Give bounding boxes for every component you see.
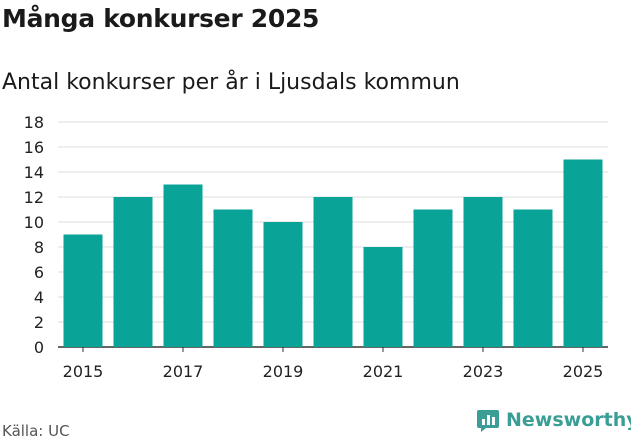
x-tick-label: 2021 [363, 362, 404, 381]
chart-title: Många konkurser 2025 [2, 4, 320, 33]
y-tick-label: 10 [24, 213, 44, 232]
x-tick-label: 2025 [563, 362, 604, 381]
bar-2015 [63, 234, 103, 347]
bar-2018 [213, 209, 253, 347]
bar-2016 [113, 197, 153, 347]
y-tick-label: 6 [34, 263, 44, 282]
bar-2020 [313, 197, 353, 347]
y-tick-label: 16 [24, 138, 44, 157]
bar-2024 [513, 209, 553, 347]
source-note: Källa: UC [2, 422, 70, 440]
x-tick-label: 2019 [263, 362, 304, 381]
bar-2017 [163, 184, 203, 347]
bar-2025 [563, 159, 603, 347]
y-tick-label: 4 [34, 288, 44, 307]
y-tick-label: 18 [24, 113, 44, 132]
bar-chart-logo-icon [477, 410, 499, 432]
y-tick-label: 2 [34, 313, 44, 332]
x-tick-label: 2015 [63, 362, 104, 381]
x-tick-label: 2017 [163, 362, 204, 381]
y-tick-label: 14 [24, 163, 44, 182]
bar-2022 [413, 209, 453, 347]
chart-subtitle: Antal konkurser per år i Ljusdals kommun [2, 70, 460, 95]
x-tick-label: 2023 [463, 362, 504, 381]
bar-2019 [263, 222, 303, 347]
bar-2023 [463, 197, 503, 347]
bar-2021 [363, 247, 403, 347]
y-tick-label: 8 [34, 238, 44, 257]
y-tick-label: 0 [34, 338, 44, 357]
bar-chart: 0 2 4 6 8 10 12 14 16 18 2015 2017 2019 2021 2023 2025 [24, 113, 608, 381]
y-tick-label: 12 [24, 188, 44, 207]
brand-logo: Newsworthy [476, 408, 631, 432]
brand-name: Newsworthy [506, 409, 631, 431]
